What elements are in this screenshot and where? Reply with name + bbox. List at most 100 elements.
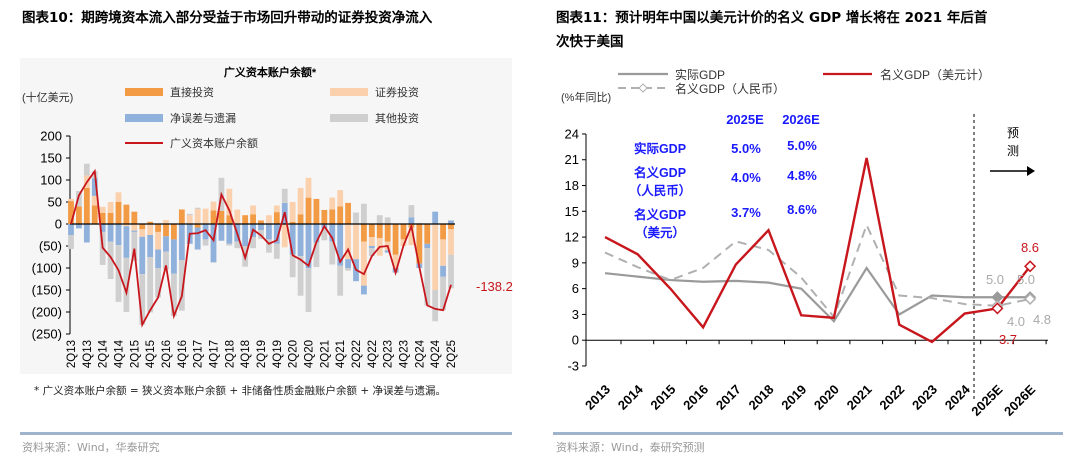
bar-3-3Q15 — [139, 274, 146, 325]
bar-3-1Q24 — [408, 205, 415, 218]
bar-1-2Q17 — [194, 209, 201, 224]
bar-1-4Q21 — [337, 190, 344, 207]
bar-0-3Q23 — [392, 224, 399, 255]
right-y-unit: (%年同比) — [561, 90, 611, 104]
legend-swatch-2 — [125, 114, 163, 122]
bar-2-3Q13 — [76, 224, 82, 229]
bar-0-2Q24 — [416, 224, 423, 264]
bar-0-3Q21 — [329, 209, 336, 224]
forecast-arrow-head-icon — [1027, 166, 1035, 176]
bar-3-3Q18 — [234, 241, 241, 249]
bar-2-2Q17 — [194, 227, 201, 250]
bar-1-1Q15 — [123, 224, 130, 227]
bar-1-1Q24 — [408, 227, 415, 246]
bar-2-4Q21 — [337, 224, 344, 266]
bar-2-4Q24 — [432, 211, 439, 224]
bar-3-3Q22 — [361, 203, 367, 224]
point-label: 3.7 — [999, 332, 1017, 347]
usd-marker-2025E — [991, 302, 1004, 315]
table-value: 4.8% — [787, 168, 817, 183]
bar-3-4Q24 — [432, 290, 439, 322]
x-tick-label: 4Q19 — [272, 340, 284, 368]
right-source: 资料来源：Wind，泰研究预测 — [556, 441, 705, 454]
legend-rmb-label: 名义GDP（人民币） — [675, 81, 785, 96]
table-value: 5.0% — [731, 141, 761, 156]
bar-1-3Q23 — [392, 254, 399, 268]
y-tick-label: 50 — [48, 195, 62, 210]
point-label: 4.0 — [1007, 314, 1025, 329]
bar-1-1Q25 — [440, 239, 446, 266]
legend-real-label: 实际GDP — [675, 67, 725, 82]
real-gdp-line — [604, 266, 1031, 324]
bar-1-4Q23 — [400, 239, 407, 246]
y-tick-label: (250) — [32, 327, 62, 342]
bar-2-1Q24 — [408, 217, 415, 224]
bar-0-3Q14 — [107, 213, 114, 224]
bar-1-3Q15 — [139, 229, 146, 237]
bar-2-1Q15 — [123, 226, 130, 258]
x-tick-label: 2Q19 — [256, 340, 268, 368]
bar-3-1Q19 — [250, 237, 256, 249]
bar-2-2Q15 — [131, 230, 138, 232]
bar-1-4Q17 — [210, 201, 217, 211]
forecast-label-2: 测 — [1007, 144, 1019, 158]
left-separator — [20, 432, 512, 435]
x-tick-label: 4Q22 — [367, 340, 379, 368]
y-tick-label: 9 — [572, 255, 579, 270]
bar-0-2Q19 — [258, 220, 264, 224]
bar-0-3Q22 — [361, 224, 367, 242]
y-tick-label: 150 — [40, 151, 62, 166]
bar-0-2Q17 — [194, 224, 201, 228]
bar-2-1Q22 — [345, 259, 351, 268]
bar-0-2Q23 — [384, 224, 391, 242]
bar-2-3Q24 — [424, 243, 431, 249]
bar-0-1Q19 — [250, 214, 256, 224]
legend-swatch-3 — [330, 114, 368, 122]
bar-1-3Q14 — [107, 202, 114, 213]
x-tick-label: 2020 — [811, 382, 842, 413]
bar-3-4Q20 — [305, 268, 312, 312]
bar-0-4Q19 — [273, 212, 280, 224]
legend-swatch-1 — [330, 88, 368, 96]
bar-0-3Q13 — [76, 206, 82, 224]
y-tick-label: 3 — [572, 307, 579, 322]
table-row-label: （人民币） — [629, 183, 692, 198]
bar-2-2Q20 — [289, 224, 296, 255]
bar-2-4Q17 — [210, 224, 217, 263]
bar-0-4Q20 — [305, 197, 312, 224]
bar-2-2Q14 — [99, 224, 106, 232]
bar-3-1Q20 — [281, 188, 288, 203]
bar-3-1Q21 — [313, 242, 320, 268]
bar-0-2Q20 — [289, 221, 296, 224]
bar-1-4Q22 — [368, 237, 375, 246]
last-value-label: -138.2 — [476, 279, 513, 294]
bar-3-2Q18 — [226, 243, 233, 246]
point-label: 4.8 — [1033, 312, 1051, 327]
bar-0-4Q17 — [210, 210, 217, 224]
bar-1-4Q15 — [147, 224, 154, 235]
bar-0-1Q25 — [440, 224, 446, 240]
x-tick-label: 2Q24 — [414, 339, 426, 368]
bar-3-1Q16 — [155, 268, 161, 298]
left-figure-title: 图表10：期跨境资本流入部分受益于市场回升带动的证券投资净流入 — [22, 10, 433, 26]
bar-0-2Q16 — [163, 224, 169, 237]
bar-1-4Q14 — [115, 192, 122, 202]
bar-1-1Q17 — [186, 215, 193, 224]
table-value: 4.0% — [731, 170, 761, 185]
bar-3-2Q21 — [321, 228, 328, 241]
bar-0-1Q14 — [91, 205, 98, 224]
right-separator — [553, 432, 1063, 435]
table-header: 2025E — [726, 112, 764, 127]
bar-2-3Q20 — [297, 224, 304, 257]
bar-3-4Q21 — [337, 265, 344, 296]
x-tick-label: 2013 — [582, 382, 613, 413]
bar-2-4Q20 — [305, 224, 312, 268]
bar-0-1Q18 — [218, 210, 225, 224]
x-tick-label: 4Q13 — [82, 340, 94, 368]
bar-0-2Q14 — [99, 213, 106, 224]
bar-0-1Q15 — [123, 204, 130, 224]
bar-3-2Q22 — [353, 212, 359, 224]
bar-0-1Q16 — [155, 224, 161, 232]
bar-1-3Q21 — [329, 197, 336, 210]
